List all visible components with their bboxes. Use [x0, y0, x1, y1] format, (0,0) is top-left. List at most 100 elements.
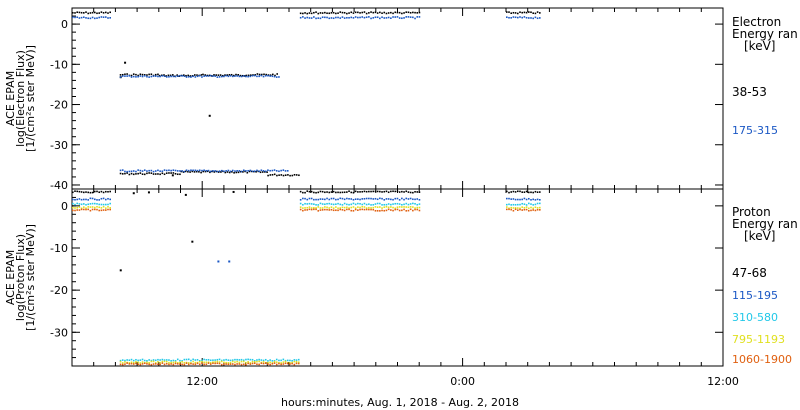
data-point — [190, 359, 192, 362]
data-point — [91, 197, 94, 200]
data-point — [308, 12, 311, 14]
data-point — [313, 208, 315, 211]
data-point — [74, 207, 76, 209]
data-point — [161, 358, 164, 361]
data-point — [212, 170, 214, 172]
data-point — [328, 191, 331, 194]
data-point — [519, 190, 521, 193]
data-point — [523, 11, 526, 14]
data-point-outlier — [147, 191, 150, 194]
data-point — [319, 202, 322, 205]
data-point — [534, 16, 537, 19]
data-point — [130, 172, 133, 175]
data-point — [207, 361, 210, 364]
data-point — [269, 174, 272, 176]
data-point — [196, 74, 198, 76]
data-point — [372, 11, 375, 14]
data-point — [512, 207, 515, 209]
data-point — [185, 362, 188, 365]
data-point — [337, 12, 339, 14]
data-point — [324, 191, 326, 194]
data-point — [335, 203, 337, 205]
data-point — [365, 203, 368, 206]
data-point — [407, 198, 410, 200]
data-point — [313, 191, 315, 194]
data-point — [374, 206, 377, 208]
data-point — [357, 206, 359, 208]
data-point — [251, 358, 254, 361]
data-point — [352, 202, 355, 205]
data-point — [308, 190, 311, 193]
data-point — [196, 358, 199, 361]
data-point — [374, 209, 377, 212]
data-point — [87, 206, 89, 208]
data-point — [179, 74, 181, 77]
x-tick-label: 0:00 — [450, 375, 475, 388]
data-point — [163, 359, 166, 361]
data-point — [306, 198, 309, 201]
legend-entry: 795-1193 — [732, 333, 785, 346]
data-point — [126, 75, 128, 77]
data-point — [293, 363, 296, 366]
data-point — [381, 209, 383, 212]
data-point — [376, 190, 379, 193]
data-point — [539, 206, 541, 209]
data-point — [238, 170, 241, 172]
data-point — [233, 74, 235, 77]
data-point — [289, 359, 291, 362]
data-point — [78, 203, 81, 205]
data-point — [306, 206, 309, 209]
data-point — [89, 17, 92, 20]
data-point — [89, 191, 92, 194]
data-point — [418, 11, 421, 14]
data-point — [74, 198, 76, 201]
data-point — [328, 207, 331, 209]
data-point — [326, 197, 328, 200]
data-point — [330, 197, 333, 200]
data-point — [244, 75, 246, 77]
series-795-1193 — [72, 205, 541, 364]
data-point — [370, 204, 372, 206]
legend-title-line: Energy ran — [732, 217, 798, 231]
data-point — [297, 362, 300, 365]
data-point — [332, 11, 335, 14]
data-point-outlier — [132, 192, 135, 195]
data-point — [261, 73, 263, 76]
data-point — [198, 360, 201, 363]
data-point — [536, 207, 539, 209]
data-point — [348, 16, 350, 19]
data-point — [183, 361, 186, 364]
data-point — [348, 207, 350, 209]
data-point — [354, 207, 357, 209]
data-point — [236, 169, 238, 172]
data-point — [315, 11, 317, 13]
data-point — [141, 363, 144, 365]
data-point — [379, 197, 381, 200]
data-point — [390, 209, 392, 211]
data-point — [72, 16, 74, 19]
data-point — [539, 12, 541, 14]
data-point — [341, 16, 344, 18]
data-point — [126, 362, 128, 364]
data-point — [176, 75, 179, 77]
data-point — [361, 190, 364, 193]
data-point — [517, 198, 519, 201]
data-point — [170, 75, 172, 78]
data-point — [100, 203, 103, 206]
data-point — [91, 208, 94, 211]
data-point — [251, 74, 254, 77]
data-point — [339, 17, 342, 19]
data-point — [98, 206, 100, 209]
data-point — [392, 190, 394, 193]
data-point — [409, 16, 412, 18]
data-point — [96, 205, 98, 208]
data-point — [74, 209, 76, 212]
data-point — [248, 170, 251, 173]
data-point — [126, 73, 128, 75]
data-point — [409, 203, 412, 205]
data-point — [80, 11, 83, 14]
data-point — [74, 203, 76, 206]
data-point — [512, 209, 515, 212]
